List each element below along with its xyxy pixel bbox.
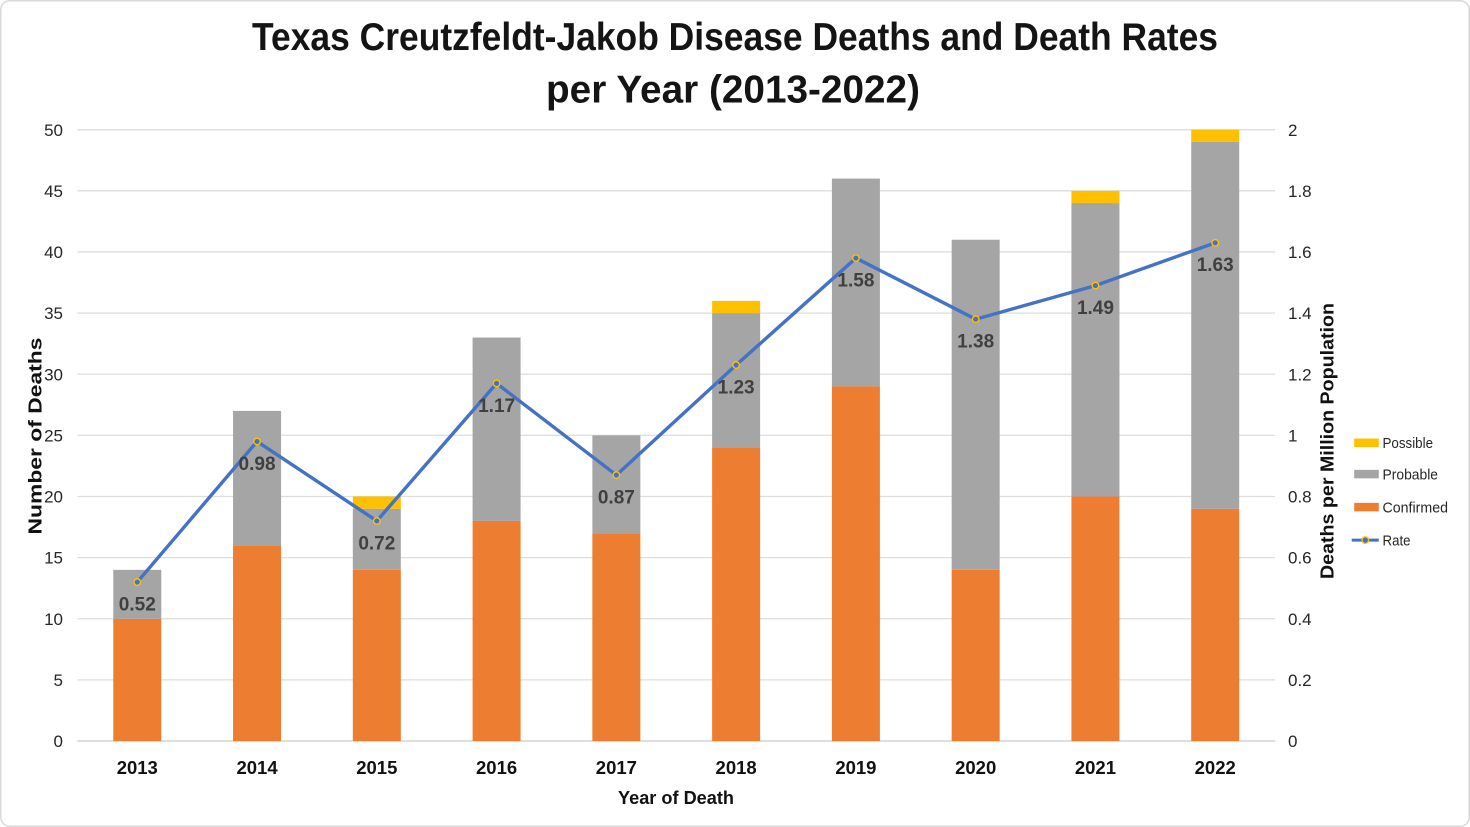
svg-text:0.52: 0.52 (119, 594, 156, 615)
svg-text:0: 0 (1288, 732, 1297, 751)
svg-text:1.23: 1.23 (718, 377, 755, 398)
svg-text:1.2: 1.2 (1288, 365, 1312, 384)
svg-text:1.4: 1.4 (1288, 304, 1312, 323)
svg-text:Possible: Possible (1383, 435, 1434, 452)
svg-text:1.38: 1.38 (957, 332, 994, 353)
svg-text:2013: 2013 (117, 757, 158, 778)
svg-text:2020: 2020 (955, 757, 996, 778)
svg-text:0.72: 0.72 (358, 533, 395, 554)
svg-text:0.87: 0.87 (598, 487, 635, 508)
svg-text:2019: 2019 (835, 757, 876, 778)
svg-text:0: 0 (54, 732, 63, 751)
svg-text:0.2: 0.2 (1288, 671, 1312, 690)
svg-text:0.98: 0.98 (239, 454, 276, 475)
svg-text:per Year (2013-2022): per Year (2013-2022) (546, 69, 920, 112)
svg-text:Probable: Probable (1383, 467, 1439, 484)
svg-text:1.17: 1.17 (478, 396, 515, 417)
svg-text:2021: 2021 (1075, 757, 1116, 778)
svg-text:35: 35 (44, 304, 63, 323)
svg-text:1.49: 1.49 (1077, 298, 1114, 319)
svg-text:2017: 2017 (596, 757, 637, 778)
svg-text:50: 50 (44, 121, 63, 140)
svg-text:2015: 2015 (356, 757, 397, 778)
svg-text:Texas Creutzfeldt-Jakob Diseas: Texas Creutzfeldt-Jakob Disease Deaths a… (252, 16, 1218, 59)
svg-text:25: 25 (44, 426, 63, 445)
svg-text:Year of Death: Year of Death (618, 787, 734, 808)
svg-text:15: 15 (44, 549, 63, 568)
svg-text:40: 40 (44, 243, 63, 262)
svg-text:1.6: 1.6 (1288, 243, 1312, 262)
svg-text:30: 30 (44, 365, 63, 384)
svg-text:5: 5 (54, 671, 63, 690)
svg-text:0.8: 0.8 (1288, 488, 1312, 507)
svg-text:1: 1 (1288, 426, 1297, 445)
svg-text:2018: 2018 (716, 757, 757, 778)
svg-text:Number of Deaths: Number of Deaths (26, 338, 46, 535)
svg-text:Rate: Rate (1383, 533, 1411, 550)
svg-text:1.58: 1.58 (837, 270, 874, 291)
svg-text:Deaths per Million Population: Deaths per Million Population (1318, 303, 1338, 579)
svg-text:0.4: 0.4 (1288, 610, 1312, 629)
svg-text:Confirmed: Confirmed (1383, 500, 1449, 517)
svg-text:1.8: 1.8 (1288, 182, 1312, 201)
svg-text:0.6: 0.6 (1288, 549, 1312, 568)
svg-text:10: 10 (44, 610, 63, 629)
svg-text:2022: 2022 (1195, 757, 1236, 778)
svg-text:1.63: 1.63 (1197, 255, 1234, 276)
svg-text:45: 45 (44, 182, 63, 201)
svg-text:20: 20 (44, 488, 63, 507)
svg-text:2016: 2016 (476, 757, 517, 778)
svg-text:2: 2 (1288, 121, 1297, 140)
svg-text:2014: 2014 (236, 757, 278, 778)
